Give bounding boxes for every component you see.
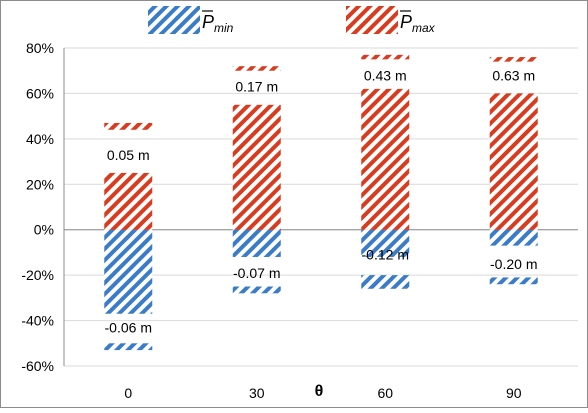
legend-label-min: Pmin: [202, 12, 234, 35]
bar-min-60: [361, 229, 410, 257]
bar-max-90: [489, 93, 538, 230]
y-tick-label: -40%: [21, 313, 54, 329]
bar-cap-min-30: [232, 286, 281, 294]
y-tick-label: 80%: [26, 40, 54, 56]
x-tick-label: 30: [249, 385, 265, 401]
bar-cap-min-0: [104, 343, 153, 351]
bar-cap-max-30: [232, 66, 281, 71]
data-label-max-30: 0.17 m: [235, 79, 278, 95]
legend-swatch-min: [148, 6, 200, 34]
legend-swatch-max: [346, 6, 398, 34]
data-label-max-90: 0.63 m: [492, 67, 535, 83]
x-axis-title: θ: [315, 383, 324, 400]
tick-labels: 80% 60% 40% 20% 0% -20% -40% -60% 0 30 60 90 θ: [21, 40, 521, 401]
x-tick-label: 60: [377, 385, 393, 401]
bar-cap-max-90: [489, 57, 538, 62]
bar-cap-min-90: [489, 277, 538, 285]
data-label-min-90: -0.20 m: [490, 256, 537, 272]
legend: Pmin Pmax: [148, 6, 436, 35]
bar-cap-min-60: [361, 275, 410, 289]
y-tick-label: 40%: [26, 131, 54, 147]
data-label-max-0: 0.05 m: [107, 147, 150, 163]
bar-cap-max-0: [104, 122, 153, 130]
x-tick-label: 0: [124, 385, 132, 401]
bar-max-0: [104, 172, 153, 230]
bar-cap-max-60: [361, 54, 410, 60]
x-tick-label: 90: [506, 385, 522, 401]
data-label-min-30: -0.07 m: [233, 265, 280, 281]
y-tick-label: 60%: [26, 85, 54, 101]
data-label-min-60: -0.12 m: [362, 247, 409, 263]
bars: [104, 54, 538, 351]
y-tick-label: -60%: [21, 358, 54, 374]
y-tick-label: 0%: [34, 222, 54, 238]
bar-max-30: [232, 104, 281, 230]
bar-min-30: [232, 229, 281, 257]
legend-label-max: Pmax: [400, 12, 436, 35]
y-tick-label: -20%: [21, 267, 54, 283]
bar-min-0: [104, 229, 153, 314]
data-label-max-60: 0.43 m: [364, 67, 407, 83]
data-label-min-0: -0.06 m: [105, 319, 152, 335]
y-tick-label: 20%: [26, 176, 54, 192]
bar-min-90: [489, 229, 538, 246]
bar-max-60: [361, 88, 410, 230]
data-labels: -0.06 m -0.07 m -0.12 m -0.20 m 0.05 m 0.17 m…: [105, 67, 538, 335]
